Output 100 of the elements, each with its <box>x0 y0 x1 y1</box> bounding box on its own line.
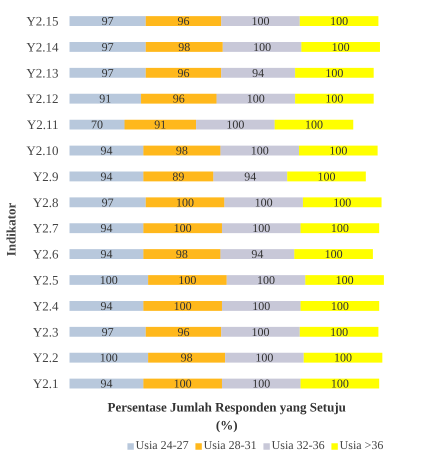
data-label: 100 <box>330 14 348 28</box>
bar <box>294 249 373 260</box>
bar <box>220 146 300 156</box>
bar <box>301 42 380 52</box>
bar <box>146 42 223 52</box>
data-label: 98 <box>176 247 188 262</box>
data-label: 100 <box>333 195 352 210</box>
data-label: 94 <box>100 169 112 184</box>
data-label: 70 <box>91 118 104 132</box>
data-label: 100 <box>226 118 244 132</box>
data-label: 100 <box>252 14 270 28</box>
data-label: 100 <box>176 195 194 210</box>
bar <box>226 275 306 285</box>
bar <box>70 249 144 260</box>
bar <box>124 120 196 130</box>
bar <box>143 378 222 388</box>
y-tick-label: Y2.12 <box>26 91 58 106</box>
bar <box>143 171 214 182</box>
data-label: 94 <box>244 169 256 184</box>
bar <box>300 300 380 311</box>
data-label: 100 <box>324 247 343 262</box>
y-tick-label: Y2.7 <box>32 220 59 236</box>
data-label: 100 <box>304 118 323 132</box>
y-tick-label: Y2.1 <box>32 376 58 392</box>
bar <box>222 378 301 388</box>
data-label: 96 <box>177 66 190 80</box>
data-label: 94 <box>100 298 112 313</box>
y-tick-label: Y2.2 <box>32 350 58 366</box>
data-label: 91 <box>154 118 166 132</box>
data-label: 100 <box>178 272 196 287</box>
data-label: 94 <box>252 66 264 80</box>
bar <box>70 378 144 388</box>
data-label: 100 <box>325 66 344 80</box>
data-label: 97 <box>102 40 114 54</box>
data-label: 100 <box>330 298 349 313</box>
data-label: 94 <box>100 376 112 391</box>
bar <box>222 42 302 52</box>
data-label: 100 <box>330 376 349 391</box>
data-label: 98 <box>180 350 193 365</box>
bar <box>70 326 146 337</box>
bar <box>143 249 220 260</box>
y-tick-label: Y2.3 <box>32 324 58 340</box>
data-label: 100 <box>174 298 192 313</box>
bar <box>70 300 144 311</box>
y-tick-label: Y2.13 <box>26 65 58 80</box>
bar <box>221 16 300 26</box>
bar <box>222 300 301 311</box>
data-label: 96 <box>177 14 190 28</box>
y-axis-title: Indikator <box>3 202 18 256</box>
legend-label: Usia >36 <box>340 438 384 453</box>
legend-label: Usia 28-31 <box>204 438 257 453</box>
y-tick-label: Y2.9 <box>32 168 58 184</box>
bar <box>70 223 144 234</box>
data-label: 96 <box>177 324 190 339</box>
data-label: 100 <box>252 324 270 339</box>
data-label: 89 <box>172 169 184 184</box>
bar <box>70 68 146 78</box>
y-tick-label: Y2.14 <box>26 39 59 54</box>
data-label: 100 <box>330 324 348 339</box>
data-label: 100 <box>325 92 344 106</box>
data-label: 100 <box>252 221 270 236</box>
data-label: 100 <box>250 144 269 158</box>
data-label: 100 <box>332 40 350 54</box>
y-tick-label: Y2.10 <box>26 143 58 158</box>
bar <box>274 120 354 130</box>
data-label: 100 <box>329 144 348 158</box>
bar <box>299 146 378 156</box>
data-label: 100 <box>174 376 192 391</box>
x-axis-title: Persentase Jumlah Responden yang Setuju (%) <box>108 399 346 432</box>
data-label: 100 <box>257 272 276 287</box>
data-label: 100 <box>100 350 118 365</box>
bar <box>70 42 146 52</box>
bar <box>213 171 288 182</box>
y-tick-label: Y2.15 <box>26 14 58 29</box>
data-label: 94 <box>100 144 112 158</box>
data-label: 100 <box>252 298 270 313</box>
y-tick-label: Y2.8 <box>32 194 58 210</box>
data-label: 100 <box>336 272 354 287</box>
data-label: 100 <box>252 376 270 391</box>
bar <box>70 197 146 208</box>
data-label: 100 <box>253 40 272 54</box>
y-tick-label: Y2.11 <box>26 117 58 132</box>
data-label: 96 <box>172 92 185 106</box>
data-label: 98 <box>178 40 190 54</box>
bar <box>143 300 222 311</box>
data-label: 100 <box>255 350 274 365</box>
data-label: 100 <box>254 195 273 210</box>
y-tick-label: Y2.4 <box>32 298 59 314</box>
bar <box>70 171 144 182</box>
bar <box>146 16 222 26</box>
data-label: 97 <box>102 14 114 28</box>
legend-label: Usia 24-27 <box>136 438 189 453</box>
bar <box>300 16 378 26</box>
data-label: 100 <box>246 92 265 106</box>
data-label: 100 <box>100 272 118 287</box>
data-label: 94 <box>100 247 112 262</box>
bar <box>305 275 384 285</box>
data-label: 97 <box>102 324 114 339</box>
bar <box>70 94 142 104</box>
y-tick-label: Y2.6 <box>32 246 59 262</box>
